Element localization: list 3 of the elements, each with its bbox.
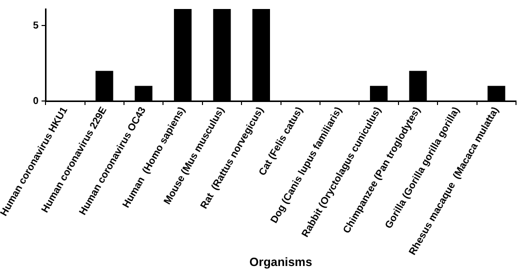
y-tick-label: 0 [33, 96, 39, 107]
y-tick-label: 5 [33, 20, 39, 32]
x-axis-title: Organisms [249, 255, 312, 270]
